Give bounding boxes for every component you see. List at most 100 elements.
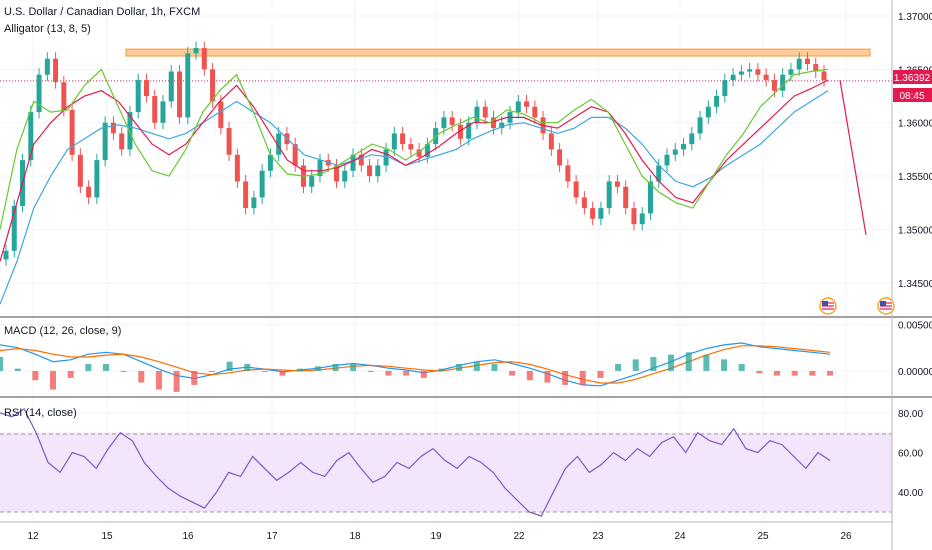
rsi-band [0, 432, 892, 513]
macd-tick-label: 0.00000 [898, 367, 932, 378]
price-tick-label: 1.35000 [898, 225, 932, 236]
macd-hist-bar [155, 370, 162, 390]
rsi-line [0, 408, 831, 517]
candle [210, 69, 216, 102]
candle [77, 154, 83, 187]
x-tick-label: 23 [592, 531, 604, 542]
macd-hist-bar [632, 359, 639, 371]
candles [3, 41, 827, 266]
macd-hist-bar [738, 363, 745, 371]
candle [152, 96, 158, 123]
alligator-lips-line [0, 68, 829, 230]
macd-hist-bar [120, 370, 127, 372]
candle [334, 165, 340, 182]
candle [251, 197, 257, 209]
candle [697, 117, 703, 134]
candle [771, 80, 777, 91]
us-flag-icon[interactable] [877, 297, 895, 315]
x-tick-label: 24 [674, 531, 686, 542]
candle [177, 71, 183, 118]
candle [11, 205, 17, 251]
macd-hist-bar [244, 363, 251, 371]
candle [160, 101, 166, 123]
macd-histogram [0, 352, 833, 392]
alligator-teeth-line [0, 79, 829, 262]
macd-tick-label: 0.00500 [898, 320, 932, 331]
macd-label[interactable]: MACD (12, 26, close, 9) [4, 325, 122, 337]
candle [44, 58, 50, 75]
alligator-label[interactable]: Alligator (13, 8, 5) [4, 23, 91, 35]
macd-hist-bar [791, 370, 798, 376]
rsi-tick-label: 60.00 [898, 449, 923, 460]
time-axis: 12 15 16 17 18 19 22 23 24 25 26 [27, 531, 852, 542]
candle [400, 133, 406, 145]
macd-hist-bar [420, 370, 427, 378]
macd-hist-bar [138, 370, 145, 383]
candle [342, 170, 348, 182]
candle [185, 53, 191, 118]
candle [358, 154, 364, 166]
rsi-tick-label: 40.00 [898, 488, 923, 499]
candle [143, 80, 149, 97]
price-tick-label: 1.34500 [898, 279, 932, 290]
candle [449, 117, 455, 125]
candle [821, 71, 827, 81]
candle [135, 80, 141, 113]
macd-hist-bar [297, 368, 304, 371]
candle [689, 133, 695, 145]
candle [804, 58, 810, 65]
rsi-tick-label: 80.00 [898, 409, 923, 420]
x-tick-label: 25 [757, 531, 769, 542]
macd-hist-bar [279, 370, 286, 376]
macd-hist-bar [756, 370, 763, 374]
candle [317, 160, 323, 177]
macd-hist-bar [367, 370, 374, 372]
macd-hist-bar [703, 354, 710, 371]
candle [664, 154, 670, 166]
macd-hist-bar [385, 370, 392, 376]
candle [218, 101, 224, 129]
macd-hist-bar [597, 370, 604, 378]
candle [292, 144, 298, 166]
x-tick-label: 19 [430, 531, 442, 542]
candle [590, 208, 596, 219]
us-flag-icon[interactable] [819, 297, 837, 315]
macd-hist-bar [615, 363, 622, 371]
candle [226, 128, 232, 155]
candle [548, 133, 554, 150]
candle [647, 181, 653, 214]
candle [127, 112, 133, 150]
candle [722, 80, 728, 97]
candle [86, 186, 92, 198]
macd-hist-bar [226, 361, 233, 371]
rsi-label[interactable]: RSI (14, close) [4, 407, 77, 419]
chart-title: U.S. Dollar / Canadian Dollar, 1h, FXCM [4, 6, 201, 18]
resistance-zone[interactable] [125, 48, 871, 57]
candle [457, 124, 463, 139]
macd-hist-bar [562, 370, 569, 385]
candle [391, 133, 397, 150]
projection-line [839, 80, 867, 235]
macd-hist-bar [668, 354, 675, 371]
price-badge[interactable]: 1.36392 08:45 [893, 70, 932, 102]
macd-hist-bar [456, 363, 463, 371]
macd-hist-bar [67, 370, 74, 378]
candle [375, 165, 381, 177]
candle [780, 74, 786, 91]
candle [350, 154, 356, 171]
candle [424, 144, 430, 157]
x-tick-label: 18 [349, 531, 361, 542]
macd-hist-bar [491, 363, 498, 371]
candle [763, 74, 769, 81]
candle [234, 154, 240, 182]
candle [259, 170, 265, 198]
macd-hist-bar [650, 357, 657, 371]
candle [267, 154, 273, 171]
macd-hist-bar [473, 361, 480, 371]
candle [573, 181, 579, 198]
candle [598, 208, 604, 219]
macd-hist-bar [102, 363, 109, 371]
candle [747, 69, 753, 72]
macd-hist-bar [85, 363, 92, 371]
